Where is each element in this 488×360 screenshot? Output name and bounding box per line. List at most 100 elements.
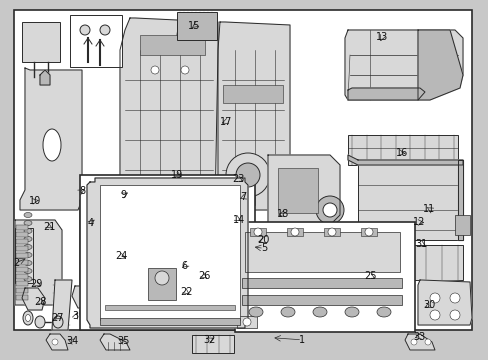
Circle shape <box>122 267 132 277</box>
Circle shape <box>424 339 430 345</box>
Text: 15: 15 <box>188 21 201 31</box>
Text: 18: 18 <box>276 209 288 219</box>
Text: 23: 23 <box>232 174 244 184</box>
Bar <box>278 168 317 213</box>
Circle shape <box>323 203 336 217</box>
Text: 25: 25 <box>364 271 376 282</box>
Circle shape <box>364 228 372 236</box>
Circle shape <box>91 294 99 302</box>
Bar <box>357 160 462 240</box>
Bar <box>14 10 471 330</box>
Text: 9: 9 <box>120 190 126 200</box>
Text: 26: 26 <box>198 271 210 282</box>
Circle shape <box>384 300 394 310</box>
Circle shape <box>253 228 262 236</box>
Ellipse shape <box>23 311 33 325</box>
Polygon shape <box>87 178 247 328</box>
Circle shape <box>220 303 229 313</box>
Circle shape <box>100 25 110 35</box>
Polygon shape <box>46 334 68 350</box>
Ellipse shape <box>24 269 32 274</box>
Polygon shape <box>417 30 462 100</box>
Circle shape <box>449 310 459 320</box>
Ellipse shape <box>312 307 326 317</box>
Polygon shape <box>218 22 289 210</box>
Circle shape <box>243 318 250 326</box>
Circle shape <box>327 228 335 236</box>
Text: 6: 6 <box>182 261 187 271</box>
Polygon shape <box>267 155 339 225</box>
Polygon shape <box>100 334 130 350</box>
Polygon shape <box>80 190 175 325</box>
Circle shape <box>290 228 298 236</box>
Text: 24: 24 <box>115 251 127 261</box>
Bar <box>148 268 176 300</box>
Circle shape <box>192 177 227 213</box>
Bar <box>249 228 265 236</box>
Text: 1: 1 <box>299 335 305 345</box>
Circle shape <box>429 293 439 303</box>
Text: 20: 20 <box>256 235 269 246</box>
Bar <box>100 318 240 325</box>
Polygon shape <box>172 295 202 318</box>
Bar <box>16 239 28 244</box>
Polygon shape <box>347 155 462 165</box>
Circle shape <box>369 300 379 310</box>
Bar <box>237 316 257 328</box>
Bar <box>16 232 28 237</box>
Circle shape <box>181 66 189 74</box>
Text: 11: 11 <box>422 204 435 214</box>
Polygon shape <box>359 285 404 320</box>
Text: 19: 19 <box>170 170 183 180</box>
Ellipse shape <box>248 307 263 317</box>
Text: 2: 2 <box>13 258 19 268</box>
Text: 33: 33 <box>412 332 425 342</box>
Text: 22: 22 <box>180 287 193 297</box>
Polygon shape <box>345 30 462 100</box>
Bar <box>16 260 28 265</box>
Bar <box>70 15 122 67</box>
Polygon shape <box>404 334 434 350</box>
Text: 31: 31 <box>414 239 427 249</box>
Ellipse shape <box>24 244 32 249</box>
Text: 4: 4 <box>87 218 93 228</box>
Bar <box>357 245 462 280</box>
Bar <box>192 335 234 353</box>
Bar <box>16 246 28 251</box>
Ellipse shape <box>24 261 32 266</box>
Bar <box>360 228 376 236</box>
Text: 13: 13 <box>375 32 388 42</box>
Text: 3: 3 <box>73 311 79 321</box>
Circle shape <box>121 294 129 302</box>
Text: 21: 21 <box>43 222 56 232</box>
Text: 14: 14 <box>232 215 244 225</box>
Ellipse shape <box>376 307 390 317</box>
Text: 16: 16 <box>395 148 407 158</box>
Bar <box>95 312 160 320</box>
Ellipse shape <box>24 229 32 234</box>
Circle shape <box>80 25 90 35</box>
Bar <box>118 265 136 290</box>
Bar <box>244 232 399 272</box>
Ellipse shape <box>24 212 32 217</box>
Bar <box>16 253 28 258</box>
Text: 35: 35 <box>117 336 129 346</box>
Bar <box>454 215 469 235</box>
Bar <box>223 85 283 103</box>
Bar <box>80 175 254 330</box>
Bar <box>347 135 457 165</box>
Circle shape <box>181 304 189 312</box>
Text: 10: 10 <box>29 196 41 206</box>
Polygon shape <box>22 288 45 310</box>
Circle shape <box>429 310 439 320</box>
Bar <box>242 278 401 288</box>
Polygon shape <box>15 220 62 305</box>
Bar <box>16 281 28 286</box>
Bar <box>128 185 216 197</box>
Ellipse shape <box>345 307 358 317</box>
Ellipse shape <box>53 316 63 328</box>
Circle shape <box>236 163 260 187</box>
Bar <box>16 295 28 300</box>
Circle shape <box>151 66 159 74</box>
Bar <box>16 274 28 279</box>
